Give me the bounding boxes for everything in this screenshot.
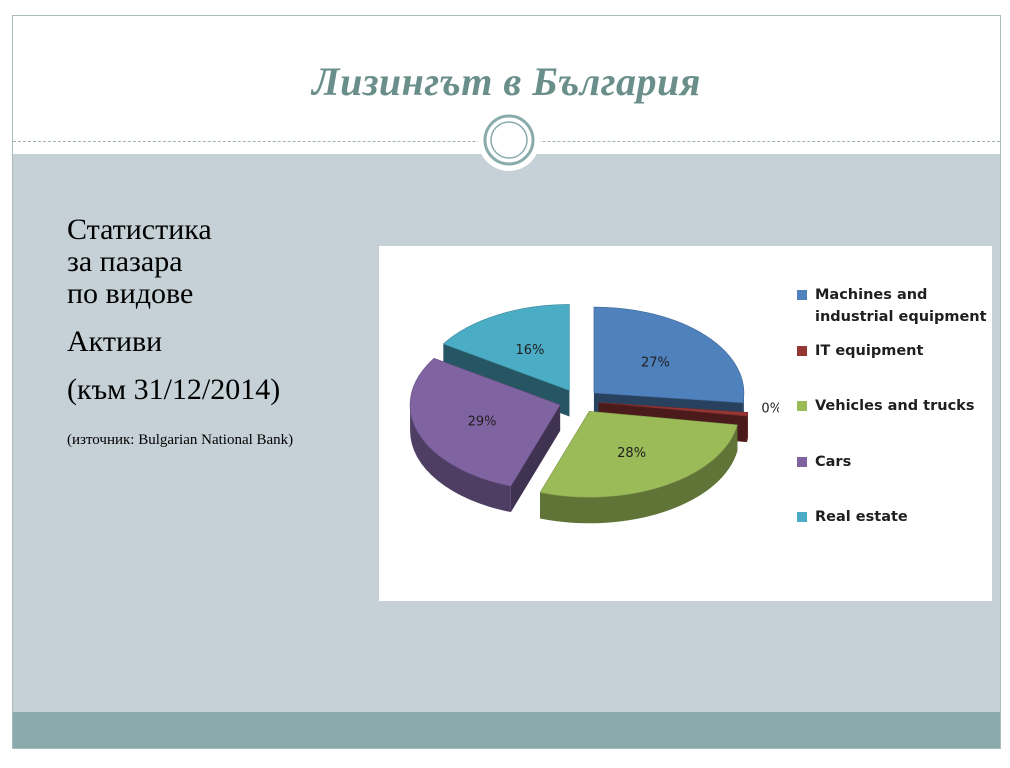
slide: Лизингът в България Статистика за пазара…: [12, 15, 1001, 749]
legend-label-cars: Cars: [815, 454, 852, 470]
text-line-by-type: по видове: [67, 277, 194, 310]
text-line-assets: Активи: [67, 325, 163, 358]
pie-side-vehicles-0: [540, 424, 738, 524]
legend-swatch-cars: [797, 457, 807, 467]
legend-swatch-real-estate: [797, 512, 807, 522]
pie-label-vehicles: 28%: [617, 446, 646, 461]
legend-label-machines: Machines and industrial equipment: [815, 287, 987, 325]
legend-swatch-machines: [797, 290, 807, 300]
pie-chart: 27% 0% 28% 29% 16%: [409, 304, 779, 524]
legend-swatch-it: [797, 346, 807, 356]
pie-slice-vehicles: [539, 410, 738, 498]
legend-label-vehicles: Vehicles and trucks: [815, 398, 975, 414]
pie-slice-it: [598, 402, 749, 417]
slide-title: Лизингът в България: [312, 59, 701, 104]
pie-label-real-estate: 16%: [515, 343, 544, 358]
pie-label-machines: 27%: [641, 356, 670, 371]
legend-label-real-estate: Real estate: [815, 509, 908, 525]
pie-wall-cars-0: [510, 404, 561, 513]
legend-swatch-vehicles: [797, 401, 807, 411]
pie-side-it-0: [746, 412, 748, 443]
text-line-date: (към 31/12/2014): [67, 373, 281, 406]
circle-ornament-icon: [478, 109, 540, 171]
source-note: (източник: Bulgarian National Bank): [67, 432, 294, 448]
pie-slice-machines: [593, 306, 745, 404]
left-text-block: Статистика за пазара по видове Активи (к…: [67, 214, 387, 449]
pie-slice-real-estate: [442, 304, 570, 391]
pie-label-cars: 29%: [468, 414, 497, 429]
pie-label-it: 0%: [761, 401, 779, 416]
pie-side-cars-0: [410, 404, 511, 513]
text-line-market: за пазара: [67, 245, 183, 278]
pie-labels-layer: 27% 0% 28% 29% 16%: [468, 343, 779, 461]
pie-chart-panel: 27% 0% 28% 29% 16% Machines and industrial e…: [379, 246, 992, 601]
legend-label-it: IT equipment: [815, 343, 924, 359]
text-line-statistics: Статистика: [67, 213, 212, 246]
pie-tops-layer: [409, 304, 749, 498]
footer-bar: [13, 712, 1000, 748]
pie-slice-cars: [409, 357, 561, 487]
